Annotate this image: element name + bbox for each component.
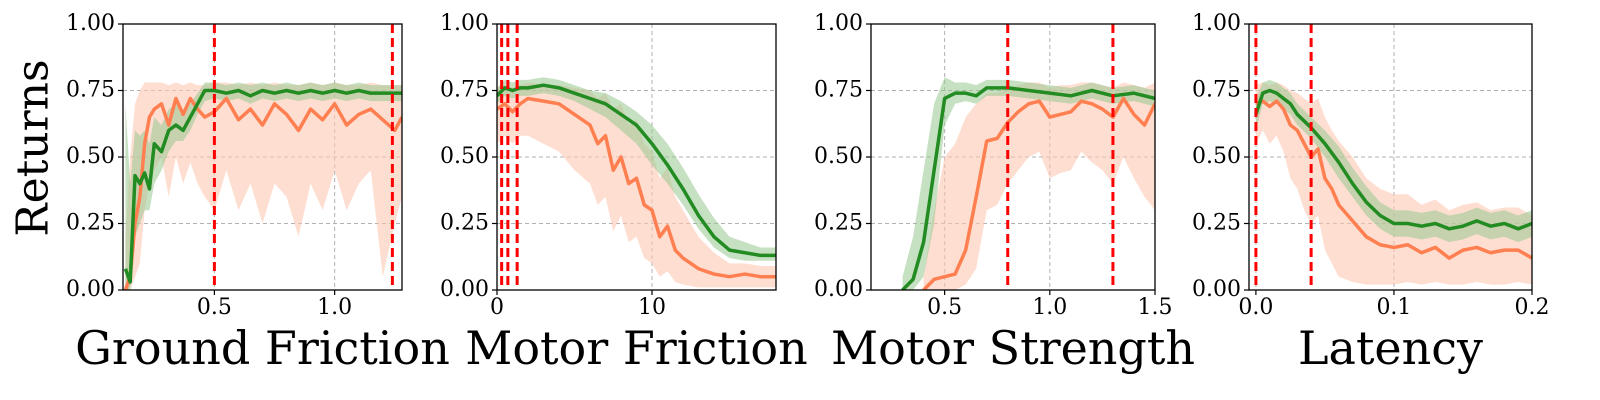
y-tick-label: 0.25 (814, 211, 863, 236)
series-line-green (497, 83, 776, 258)
x-tick-label: 0.1 (1376, 295, 1411, 320)
plot-area (497, 24, 776, 290)
y-tick-label: 0.00 (814, 277, 863, 302)
x-tick-label: 0.5 (927, 295, 962, 320)
series-line-orange (123, 96, 402, 290)
series-line-green (123, 88, 402, 284)
series-band-green (1255, 79, 1532, 243)
series-band-orange (125, 82, 402, 290)
y-tick-label: 0.75 (1192, 78, 1241, 103)
series-line-orange (497, 96, 776, 279)
x-axis-label: Motor Strength (831, 321, 1195, 375)
series-line-orange (922, 96, 1155, 290)
y-tick-label: 0.50 (814, 144, 863, 169)
y-tick-label: 0.75 (814, 78, 863, 103)
x-tick-label: 10 (638, 295, 666, 320)
y-tick-label: 1.00 (440, 11, 489, 36)
series-band-green (902, 77, 1155, 290)
y-tick-label: 1.00 (1192, 11, 1241, 36)
y-tick-label: 0.75 (66, 78, 115, 103)
y-tick-label: 0.00 (1192, 277, 1241, 302)
y-tick-label: 0.75 (440, 78, 489, 103)
x-tick-label: 0 (490, 295, 504, 320)
series-band-green (497, 77, 776, 261)
series-band-orange (497, 82, 776, 288)
series-line-green (1254, 88, 1532, 231)
y-tick-label: 0.50 (440, 144, 489, 169)
y-tick-label: 0.25 (66, 211, 115, 236)
y-tick-label: 1.00 (66, 11, 115, 36)
y-tick-label: 0.25 (1192, 211, 1241, 236)
x-tick-label: 0.0 (1238, 295, 1273, 320)
series-line-green (901, 86, 1155, 290)
x-tick-label: 1.0 (1032, 295, 1067, 320)
x-axis-label: Latency (1298, 321, 1483, 375)
x-axis-label: Ground Friction (75, 321, 450, 375)
y-axis-label: Returns (8, 59, 59, 236)
x-tick-label: 1.0 (317, 295, 352, 320)
y-tick-label: 0.25 (440, 211, 489, 236)
plot-area (123, 24, 402, 290)
x-tick-label: 1.5 (1138, 295, 1173, 320)
y-tick-label: 0.00 (66, 277, 115, 302)
x-tick-label: 0.5 (197, 295, 232, 320)
plot-area (1254, 24, 1532, 290)
y-tick-label: 1.00 (814, 11, 863, 36)
panel-4: 0.00 0.25 0.50 0.75 1.00 0.0 0.1 0.2 Latency (1192, 11, 1549, 375)
x-tick-label: 0.2 (1515, 295, 1550, 320)
y-tick-label: 0.50 (1192, 144, 1241, 169)
series-band-orange (923, 82, 1155, 290)
plot-area (901, 24, 1155, 290)
series-line-orange (1255, 99, 1532, 260)
x-axis-label: Motor Friction (465, 321, 807, 375)
y-tick-label: 0.00 (440, 277, 489, 302)
y-tick-label: 0.50 (66, 144, 115, 169)
